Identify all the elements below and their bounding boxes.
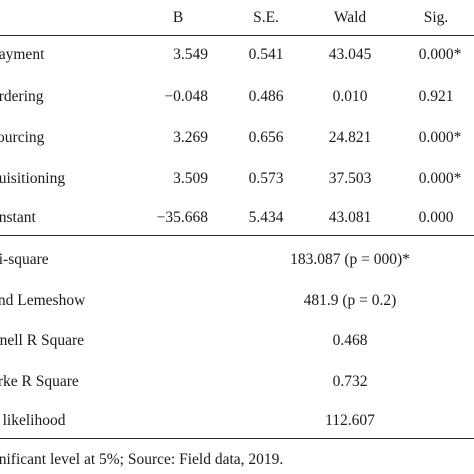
wald-value: 0.010 bbox=[332, 88, 368, 105]
se-value: 0.486 bbox=[248, 88, 284, 105]
stat-value: 0.732 bbox=[332, 373, 368, 390]
se-value: 5.434 bbox=[248, 209, 284, 226]
table-footnote: gnificant level at 5%; Source: Field dat… bbox=[0, 451, 284, 468]
stat-value: 0.468 bbox=[332, 332, 368, 349]
b-value: 3.509 bbox=[173, 170, 208, 187]
sig-value: 0.000* bbox=[418, 129, 462, 146]
stat-label: hi-square bbox=[0, 251, 49, 268]
sig-value: 0.000* bbox=[418, 170, 462, 187]
stat-value: 481.9 (p = 0.2) bbox=[303, 292, 397, 309]
wald-value: 43.081 bbox=[328, 209, 372, 226]
wald-value: 43.045 bbox=[328, 46, 372, 63]
b-value: −35.668 bbox=[156, 209, 208, 226]
row-label: quisitioning bbox=[0, 170, 66, 187]
bottom-rule bbox=[0, 438, 474, 439]
stat-label: and Lemeshow bbox=[0, 292, 86, 309]
se-value: 0.656 bbox=[248, 129, 284, 146]
row-label: payment bbox=[0, 46, 45, 63]
stat-label: Snell R Square bbox=[0, 332, 84, 349]
header-rule bbox=[0, 35, 474, 36]
b-value: −0.048 bbox=[164, 88, 208, 105]
sig-value: 0.000 bbox=[418, 209, 454, 226]
header-sig: Sig. bbox=[423, 9, 449, 26]
b-value: 3.269 bbox=[173, 129, 208, 146]
header-b: B bbox=[172, 9, 184, 26]
se-value: 0.573 bbox=[248, 170, 284, 187]
sig-value: 0.921 bbox=[418, 88, 454, 105]
row-label: sourcing bbox=[0, 129, 45, 146]
se-value: 0.541 bbox=[248, 46, 284, 63]
stat-label: erke R Square bbox=[0, 373, 79, 390]
stat-value: 112.607 bbox=[325, 412, 375, 429]
stat-value: 183.087 (p = 000)* bbox=[290, 251, 410, 268]
sig-value: 0.000* bbox=[418, 46, 462, 63]
header-se: S.E. bbox=[253, 9, 279, 26]
section-rule bbox=[0, 235, 474, 236]
row-label: ordering bbox=[0, 88, 44, 105]
wald-value: 24.821 bbox=[328, 129, 372, 146]
header-wald: Wald bbox=[333, 9, 367, 26]
row-label: onstant bbox=[0, 209, 36, 226]
stat-label: g likelihood bbox=[0, 412, 66, 429]
wald-value: 37.503 bbox=[328, 170, 372, 187]
b-value: 3.549 bbox=[173, 46, 208, 63]
